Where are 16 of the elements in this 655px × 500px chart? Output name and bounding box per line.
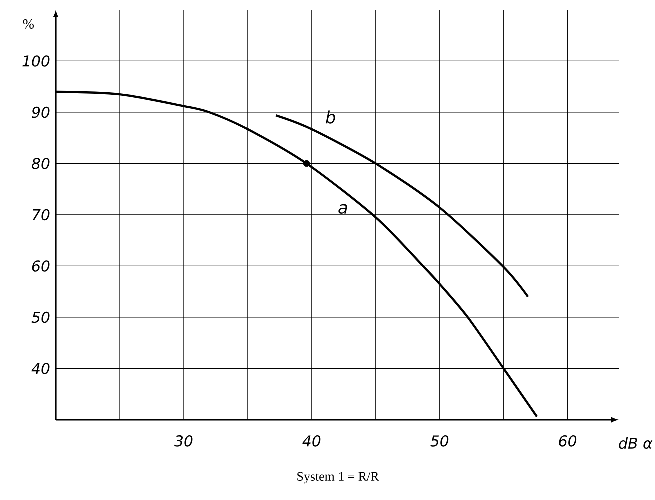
x-tick-label: 50 bbox=[430, 436, 449, 447]
y-tick-label: 40 bbox=[32, 363, 50, 374]
x-tick-label: 30 bbox=[174, 436, 193, 447]
y-tick-label: 80 bbox=[32, 158, 50, 170]
y-axis-title: % bbox=[23, 20, 34, 29]
series-label: b bbox=[326, 110, 336, 124]
y-tick-label: 90 bbox=[32, 106, 50, 118]
y-tick-label: 70 bbox=[32, 209, 50, 221]
x-tick-label: 40 bbox=[302, 436, 321, 447]
x-axis-title: dB α bbox=[619, 438, 653, 450]
text: System 1 = R/R bbox=[298, 472, 380, 484]
y-tick-label: 50 bbox=[32, 312, 50, 324]
x-tick-label: 60 bbox=[559, 436, 577, 447]
series-label: a bbox=[338, 204, 348, 214]
y-tick-label: 60 bbox=[32, 260, 50, 272]
y-tick-label: 100 bbox=[22, 56, 50, 67]
